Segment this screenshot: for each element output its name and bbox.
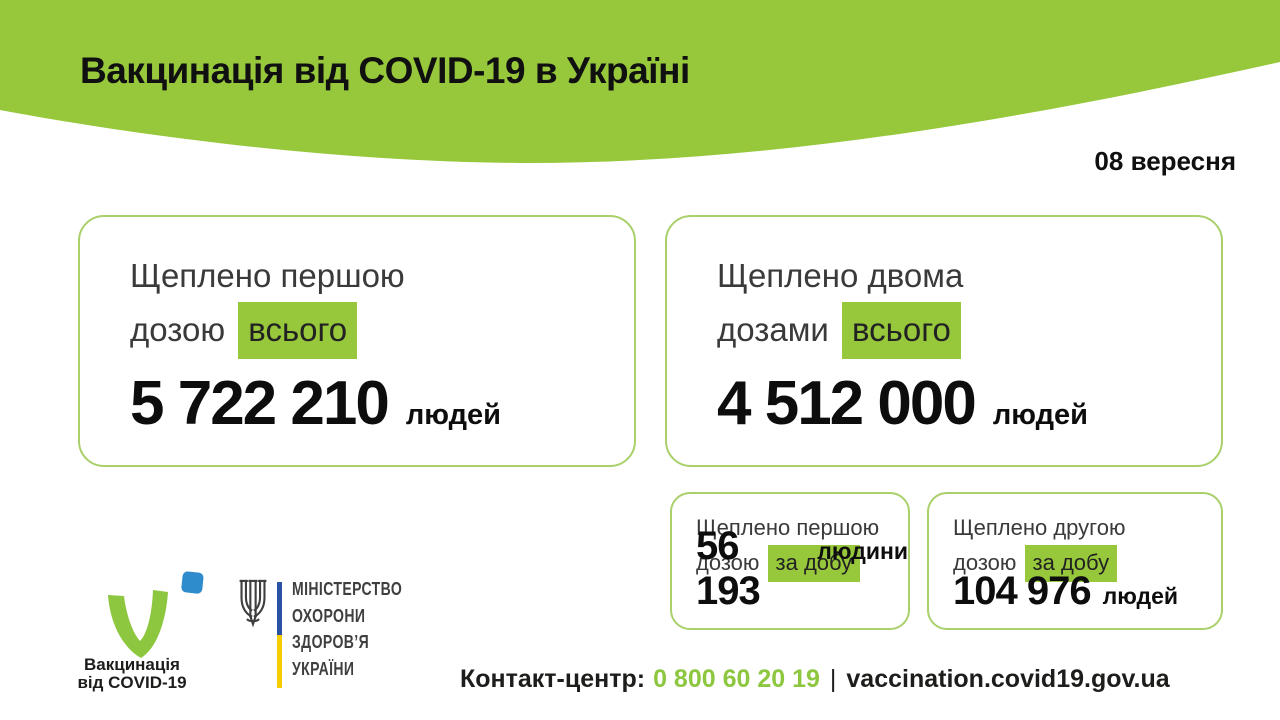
card-label-line2: дозами [717, 311, 829, 348]
card-label: Щеплено першою дозою за добу [696, 510, 879, 582]
vaccination-logo-label: Вакцинація від COVID-19 [52, 656, 212, 692]
card-label-line1: Щеплено двома [717, 257, 964, 294]
trident-icon [239, 579, 267, 628]
card-value: 104 976 [953, 569, 1092, 613]
card-unit: людей [992, 399, 1088, 431]
card-label-line1: Щеплено першою [130, 257, 405, 294]
card-second-dose-daily: Щеплено другою дозою за добу 104 976 люд… [927, 492, 1223, 630]
date-label: 08 вересня [1094, 146, 1236, 176]
ministry-logo-label: МІНІСТЕРСТВО ОХОРОНИ ЗДОРОВ’Я УКРАЇНИ [292, 576, 402, 682]
card-label-line2: дозою [953, 550, 1017, 575]
card-label: Щеплено першою дозою всього [130, 249, 405, 359]
highlight-badge: за добу [1024, 545, 1118, 582]
vaccination-logo-line1: Вакцинація [84, 655, 180, 674]
card-label: Щеплено двома дозами всього [717, 249, 963, 359]
card-label: Щеплено другою дозою за добу [953, 510, 1125, 582]
contact-phone: 0 800 60 20 19 [653, 665, 820, 693]
page-title: Вакцинація від COVID-19 в Україні [80, 50, 690, 91]
vaccination-v-icon [108, 571, 204, 658]
ministry-line1: МІНІСТЕРСТВО [292, 579, 403, 599]
contact-separator: | [829, 665, 837, 693]
card-first-dose-total: Щеплено першою дозою всього 5 722 210 лю… [78, 215, 636, 467]
highlight-badge: всього [842, 302, 961, 359]
card-second-dose-total: Щеплено двома дозами всього 4 512 000 лю… [665, 215, 1223, 467]
card-first-dose-daily: Щеплено першою дозою за добу 56 193 люди… [670, 492, 910, 630]
contact-label: Контакт-центр: [460, 665, 646, 693]
card-unit: людей [1102, 583, 1179, 609]
card-value: 4 512 000 [717, 369, 977, 438]
contact-line: Контакт-центр: 0 800 60 20 19 | vaccination… [460, 665, 1170, 694]
card-label-line1: Щеплено другою [953, 515, 1126, 540]
flag-bar-icon [277, 582, 282, 688]
card-value: 5 722 210 [130, 369, 390, 438]
ministry-line4: УКРАЇНИ [292, 658, 355, 679]
card-label-line2: дозою [696, 550, 760, 575]
card-label-line1: Щеплено першою [696, 515, 880, 540]
highlight-badge: всього [238, 302, 358, 359]
vaccination-logo-line2: від COVID-19 [77, 673, 187, 692]
card-value: 56 193 [696, 524, 761, 613]
ministry-line2: ОХОРОНИ [292, 605, 366, 626]
ministry-line3: ЗДОРОВ’Я [292, 632, 370, 652]
card-label-line2: дозою [130, 311, 226, 348]
card-unit: людей [405, 399, 501, 431]
card-unit: людини [817, 538, 908, 564]
header-curve-shape [0, 0, 1280, 164]
contact-website: vaccination.covid19.gov.ua [846, 665, 1170, 693]
highlight-badge: за добу [767, 545, 861, 582]
